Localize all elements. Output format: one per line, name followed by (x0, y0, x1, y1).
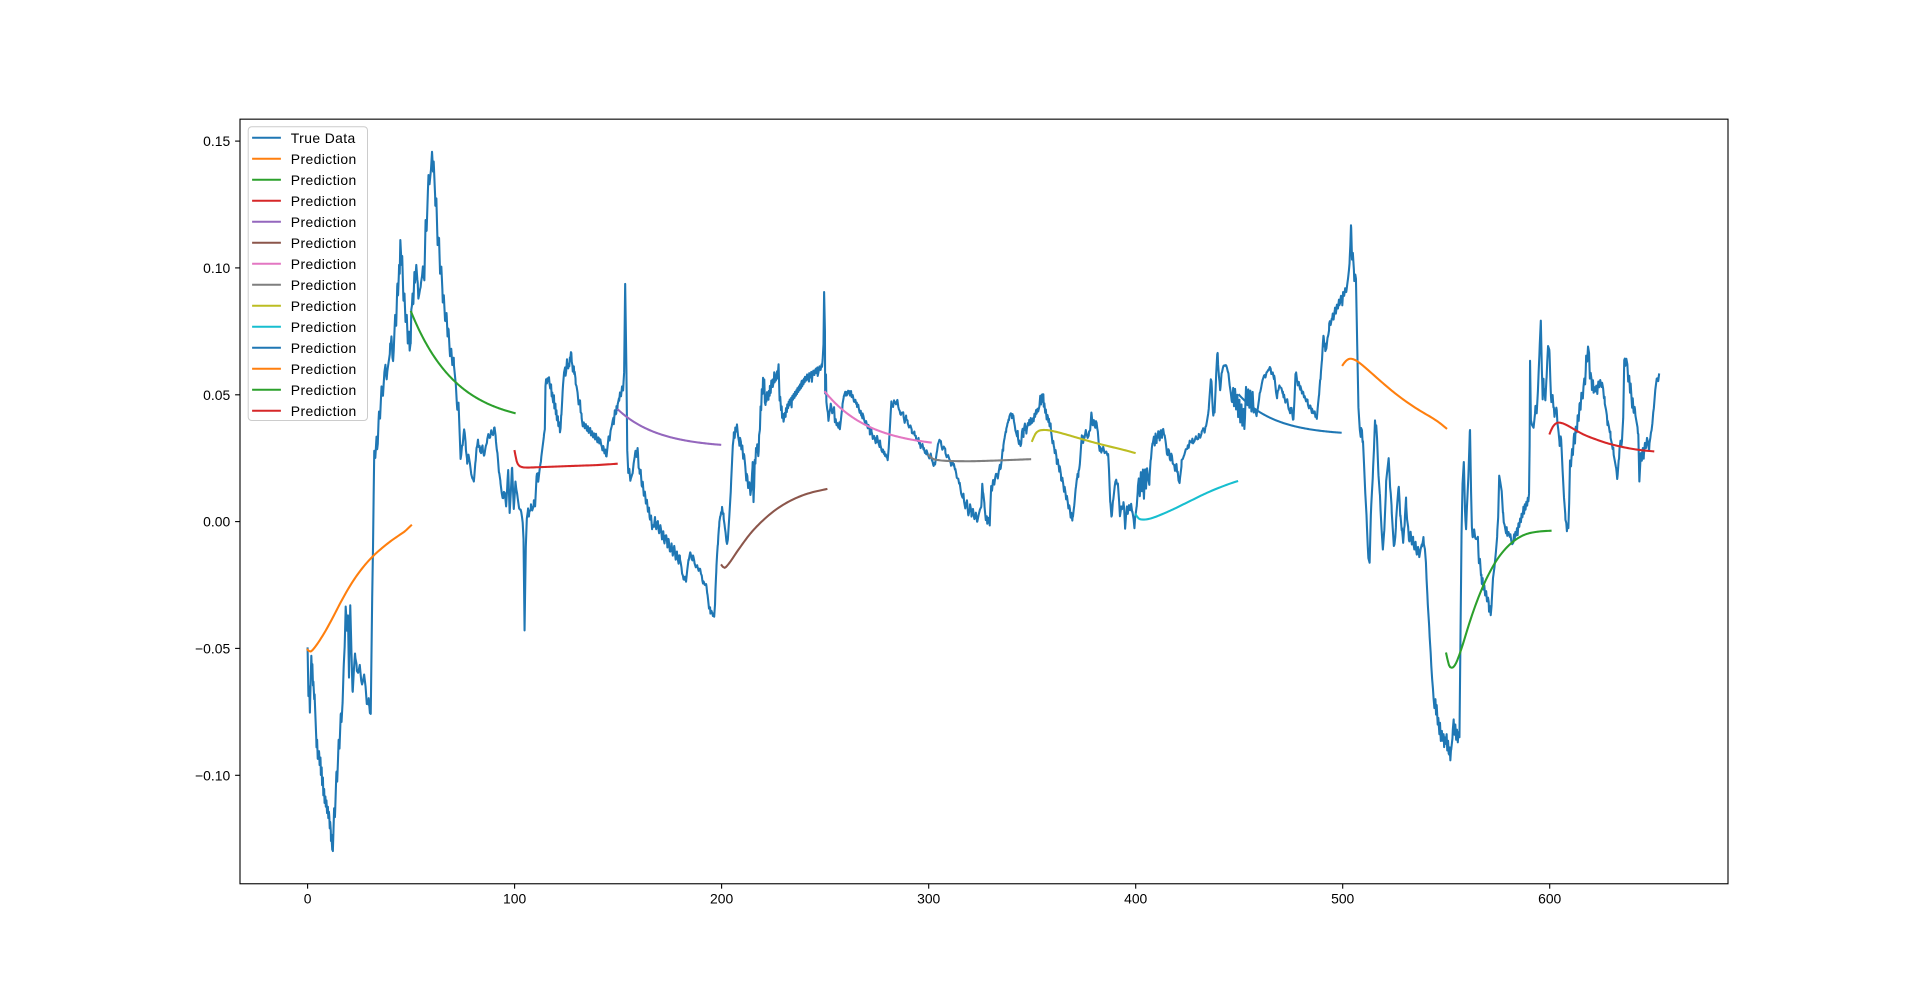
svg-text:0.00: 0.00 (203, 514, 230, 530)
svg-text:−0.05: −0.05 (195, 640, 230, 656)
svg-text:Prediction: Prediction (291, 403, 357, 419)
svg-text:0.15: 0.15 (203, 133, 230, 149)
svg-text:0.05: 0.05 (203, 387, 230, 403)
svg-text:Prediction: Prediction (291, 151, 357, 167)
svg-text:500: 500 (1331, 890, 1354, 906)
svg-text:Prediction: Prediction (291, 319, 357, 335)
svg-text:−0.10: −0.10 (195, 767, 230, 783)
svg-text:600: 600 (1538, 890, 1561, 906)
svg-text:100: 100 (503, 890, 526, 906)
svg-text:Prediction: Prediction (291, 340, 357, 356)
svg-text:400: 400 (1124, 890, 1147, 906)
svg-text:Prediction: Prediction (291, 277, 357, 293)
svg-text:300: 300 (917, 890, 940, 906)
svg-text:0: 0 (304, 890, 312, 906)
svg-text:Prediction: Prediction (291, 193, 357, 209)
svg-text:Prediction: Prediction (291, 172, 357, 188)
svg-text:Prediction: Prediction (291, 382, 357, 398)
svg-text:200: 200 (710, 890, 733, 906)
svg-text:Prediction: Prediction (291, 256, 357, 272)
svg-text:Prediction: Prediction (291, 298, 357, 314)
svg-text:Prediction: Prediction (291, 235, 357, 251)
svg-text:True Data: True Data (291, 130, 356, 146)
svg-text:0.10: 0.10 (203, 260, 230, 276)
svg-text:Prediction: Prediction (291, 361, 357, 377)
svg-text:Prediction: Prediction (291, 214, 357, 230)
